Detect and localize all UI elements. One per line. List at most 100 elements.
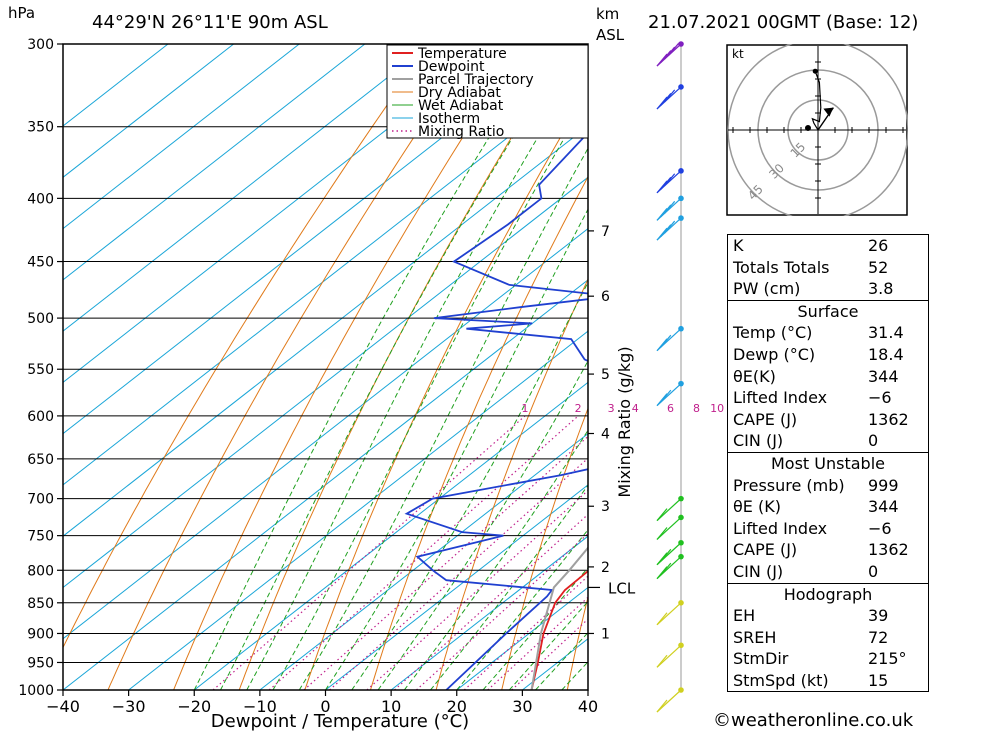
x-tick-label: −20: [177, 697, 211, 716]
x-tick-label: 10: [381, 697, 401, 716]
dry-adiabat-line: [107, 44, 477, 690]
most-unstable-row: θE (K) 344: [728, 496, 928, 518]
series-parcel-trajectory: [530, 546, 588, 690]
hodograph-stats-title: Hodograph: [783, 584, 873, 604]
y-tick-label: 350: [27, 120, 54, 136]
legend-parcel: Parcel Trajectory: [418, 72, 534, 88]
hodograph-stat-row: EH 39: [728, 605, 928, 627]
dry-adiabat-line: [238, 44, 570, 690]
indices-panel: K 26 Totals Totals 52 PW (cm) 3.8 Surface Tem…: [727, 234, 929, 693]
surface-row: Lifted Index −6: [728, 387, 928, 409]
dry-adiabat-line: [173, 44, 524, 690]
legend-wet-adiabat: Wet Adiabat: [418, 98, 504, 114]
x-tick-label: −40: [46, 697, 80, 716]
mixing-ratio-label: 8: [693, 402, 700, 415]
most-unstable-label: Lifted Index: [733, 518, 828, 538]
y-tick-label: 700: [27, 492, 54, 508]
legend: Temperature Dewpoint Parcel Trajectory D…: [386, 44, 589, 140]
mixing-ratio-line: [268, 415, 579, 690]
most-unstable-section: Most Unstable Pressure (mb) 999 θE (K) 344 L…: [728, 451, 928, 583]
hodograph-stat-label: EH: [733, 606, 756, 626]
km-tick-label: 2: [601, 560, 610, 576]
y-tick-label: 750: [27, 529, 54, 545]
y-tick-label: 650: [27, 452, 54, 468]
index-label: PW (cm): [733, 279, 801, 299]
mixing-ratio-label: 4: [632, 402, 639, 415]
isotherm-line: [63, 44, 497, 384]
hodograph-stat-value: 39: [868, 606, 889, 626]
y-tick-label: 450: [27, 255, 54, 271]
series-dewpoint: [404, 131, 588, 690]
index-row: Totals Totals 52: [728, 257, 928, 279]
mixing-ratio-line: [366, 489, 588, 690]
isotherm-line: [63, 44, 563, 435]
y-tick-label: 600: [27, 409, 54, 425]
surface-label: Temp (°C): [733, 323, 813, 343]
y-tick-label: 1000: [18, 683, 54, 699]
most-unstable-value: 1362: [868, 540, 909, 560]
datetime-title: 21.07.2021 00GMT (Base: 12): [648, 12, 919, 33]
hodograph-unit: kt: [732, 47, 744, 61]
most-unstable-label: θE (K): [733, 497, 781, 517]
x-tick-label: 0: [320, 697, 330, 716]
index-value: 26: [868, 236, 889, 255]
index-label: Totals Totals: [733, 257, 830, 277]
most-unstable-label: CAPE (J): [733, 540, 798, 560]
y-tick-label: 850: [27, 596, 54, 612]
most-unstable-value: 999: [868, 475, 899, 495]
surface-row: CAPE (J) 1362: [728, 409, 928, 431]
y-tick-label: 400: [27, 191, 54, 207]
index-value: 52: [868, 257, 889, 277]
isotherm-line: [63, 74, 588, 486]
mixing-ratio-label: 1: [522, 402, 529, 415]
mixing-ratio-label: 3: [608, 402, 615, 415]
mixing-ratio-line: [394, 513, 588, 690]
most-unstable-label: Pressure (mb): [733, 475, 845, 495]
surface-value: 344: [868, 366, 899, 386]
index-row: K 26: [728, 235, 928, 257]
legend-dry-adiabat: Dry Adiabat: [418, 85, 501, 101]
most-unstable-row: Pressure (mb) 999: [728, 475, 928, 497]
isotherm-line: [63, 44, 234, 178]
most-unstable-title: Most Unstable: [771, 453, 885, 473]
location-title: 44°29'N 26°11'E 90m ASL: [92, 12, 328, 33]
most-unstable-value: 344: [868, 497, 899, 517]
legend-temperature: Temperature: [417, 46, 507, 62]
surface-value: 0: [868, 431, 879, 451]
legend-mixing-ratio: Mixing Ratio: [418, 124, 504, 140]
index-label: K: [733, 236, 744, 255]
hodograph-stat-row: StmDir 215°: [728, 648, 928, 670]
isotherm-line: [259, 433, 588, 690]
hodograph-stat-row: SREH 72: [728, 627, 928, 649]
x-tick-label: 30: [512, 697, 532, 716]
mixing-ratio-line: [463, 575, 588, 690]
hodograph-stat-label: StmSpd (kt): [733, 670, 829, 690]
hodograph-surface-point: [805, 125, 811, 131]
mixing-ratio-label: 10: [710, 402, 724, 415]
copyright-footer[interactable]: ©weatheronline.co.uk: [713, 710, 914, 731]
lcl-label: LCL: [608, 579, 636, 597]
grid-layer: [63, 44, 588, 690]
most-unstable-label: CIN (J): [733, 561, 784, 581]
mixing-ratio-line: [416, 532, 588, 690]
mixing-ratio-line: [303, 435, 588, 690]
km-unit-label: km: [596, 5, 620, 23]
axis-layer: 1234681016202530035040045050055060065070…: [18, 37, 813, 716]
mixing-ratio-axis-title: Mixing Ratio (g/kg): [615, 346, 634, 497]
mixing-ratio-label: 2: [575, 402, 582, 415]
surface-value: 1362: [868, 409, 909, 429]
y-tick-label: 300: [27, 37, 54, 53]
km-tick-label: 3: [601, 499, 610, 515]
surface-value: 31.4: [868, 323, 904, 343]
series-temperature: [530, 569, 588, 690]
hodograph-stat-value: 215°: [868, 649, 907, 669]
surface-label: CAPE (J): [733, 409, 798, 429]
km-tick-label: 7: [601, 224, 610, 240]
hodograph-stat-value: 15: [868, 670, 889, 690]
most-unstable-row: CAPE (J) 1362: [728, 539, 928, 561]
surface-label: θE(K): [733, 366, 776, 386]
y-tick-label: 950: [27, 655, 54, 671]
mixing-ratio-label: 6: [667, 402, 674, 415]
